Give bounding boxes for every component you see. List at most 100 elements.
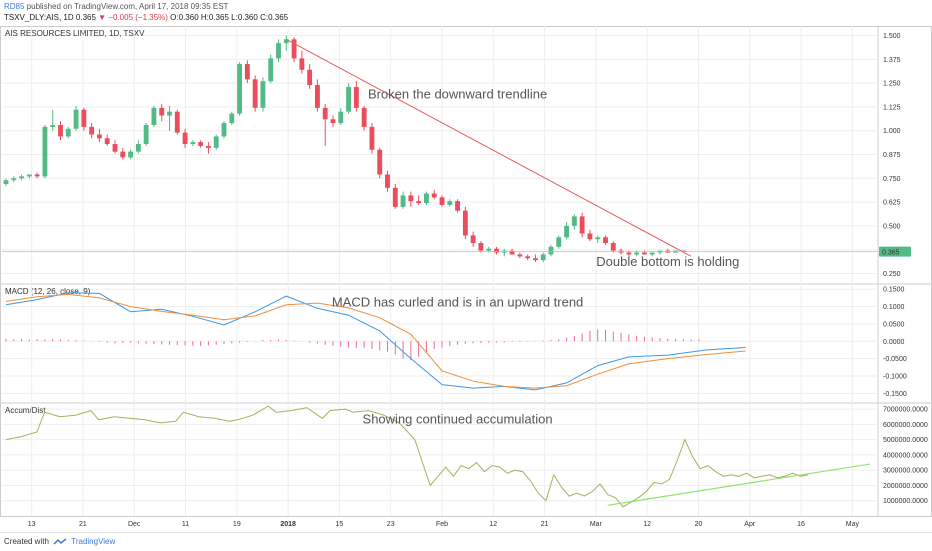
candle-body <box>268 58 274 82</box>
tradingview-link[interactable]: TradingView <box>71 537 116 546</box>
y-tick-label: 5000000.0000 <box>883 437 928 444</box>
x-tick-label: 15 <box>336 521 344 528</box>
y-tick-label: 1.250 <box>883 81 901 88</box>
candle-body <box>642 252 647 255</box>
candle-body <box>649 252 655 255</box>
y-tick-label: 0.0500 <box>883 321 905 328</box>
symbol-ohlc-line: TSXV_DLY:AIS, 1D 0.365 ▼ −0.005 (−1.35%)… <box>4 13 288 22</box>
accumulation-trendline <box>607 463 871 506</box>
candle-body <box>307 69 313 86</box>
candle-body <box>353 86 359 108</box>
candle-body <box>369 126 375 150</box>
chart-header: RD85 published on TradingView.com, April… <box>0 0 932 26</box>
candle-body <box>283 39 289 44</box>
author-link[interactable]: RD85 <box>4 2 25 11</box>
high-value: H:0.365 <box>200 13 229 22</box>
y-tick-label: 4000000.0000 <box>883 452 928 459</box>
x-tick-label: 21 <box>79 521 87 528</box>
macd-macd-line <box>5 292 746 391</box>
candle-body <box>330 119 336 124</box>
y-tick-label: 1000000.0000 <box>883 498 928 505</box>
x-tick-label: 20 <box>695 521 703 528</box>
candle-body <box>439 197 445 205</box>
candle-body <box>104 138 110 145</box>
candle-body <box>548 246 554 255</box>
candle-body <box>564 225 569 238</box>
x-tick-label: 11 <box>182 521 189 528</box>
candle-body <box>143 124 149 145</box>
pane-title: Accum/Dist <box>5 406 46 415</box>
candle-body <box>58 124 63 137</box>
open-value: O:0.360 <box>170 13 199 22</box>
candle-body <box>494 248 499 253</box>
y-tick-label: -0.1500 <box>883 391 907 398</box>
candle-body <box>159 107 165 116</box>
candle-body <box>346 86 351 112</box>
candle-body <box>509 250 515 255</box>
x-tick-label: 13 <box>28 521 36 528</box>
candle-body <box>525 256 531 259</box>
candle-body <box>190 142 196 145</box>
candle-body <box>112 144 118 152</box>
candle-body <box>431 193 437 198</box>
publish-text: published on TradingView.com, April 17, … <box>24 2 229 11</box>
candle-body <box>34 174 40 177</box>
candle-body <box>89 126 95 135</box>
candle-body <box>3 180 9 185</box>
candle-body <box>603 237 608 244</box>
y-tick-label: 7000000.0000 <box>883 407 928 414</box>
candle-body <box>610 243 616 251</box>
candle-body <box>65 128 71 137</box>
x-tick-label: 2018 <box>280 521 296 528</box>
x-tick-label: 23 <box>387 521 395 528</box>
last-price-tag <box>879 246 911 257</box>
low-value: L:0.360 <box>231 13 258 22</box>
annotation-text: MACD has curled and is in an upward tren… <box>332 295 583 310</box>
y-tick-label: 1.125 <box>883 104 901 111</box>
candle-body <box>579 216 585 234</box>
y-tick-label: 3000000.0000 <box>883 468 928 475</box>
price-change: −0.005 (−1.35%) <box>108 13 168 22</box>
candle-body <box>424 193 429 204</box>
down-arrow-icon: ▼ <box>98 13 107 22</box>
y-tick-label: 0.625 <box>883 200 901 207</box>
candle-body <box>244 64 250 80</box>
candle-body <box>408 195 414 202</box>
y-tick-label: 1.000 <box>883 128 901 135</box>
candle-body <box>135 144 141 152</box>
candle-body <box>595 237 601 240</box>
last-price-tag-label: 0.365 <box>882 250 900 257</box>
symbol-label: TSXV_DLY:AIS, 1D <box>4 13 74 22</box>
pane-title: MACD (12, 26, close, 9) <box>5 287 91 296</box>
x-tick-label: Dec <box>128 521 141 528</box>
candle-body <box>587 233 593 240</box>
y-tick-label: 1.500 <box>883 33 901 40</box>
close-value: C:0.365 <box>260 13 289 22</box>
candle-body <box>11 178 17 181</box>
x-tick-label: 16 <box>797 521 805 528</box>
candle-body <box>556 237 562 247</box>
accum-dist-line <box>5 405 809 508</box>
candle-body <box>447 201 453 205</box>
publish-info: RD85 published on TradingView.com, April… <box>4 2 228 11</box>
candle-body <box>338 111 344 124</box>
candle-body <box>478 243 484 251</box>
candle-body <box>128 151 133 158</box>
candle-body <box>680 250 686 252</box>
y-tick-label: 0.1500 <box>883 287 905 294</box>
y-tick-label: 0.250 <box>883 271 901 278</box>
candle-body <box>174 111 180 133</box>
y-tick-label: 0.750 <box>883 176 901 183</box>
annotation-text: Showing continued accumulation <box>363 412 553 427</box>
candle-body <box>229 113 235 124</box>
candle-body <box>151 107 157 125</box>
x-tick-label: 19 <box>233 521 241 528</box>
y-tick-label: -0.1000 <box>883 373 907 380</box>
downward-trendline <box>286 38 692 257</box>
candle-body <box>167 111 172 116</box>
chart-canvas[interactable]: 1.500 1.375 1.250 1.125 1.000 0.875 0.750 0.625… <box>0 0 932 532</box>
candle-body <box>626 252 632 255</box>
annotation-text: Double bottom is holding <box>596 254 739 269</box>
candle-body <box>455 201 460 211</box>
x-tick-label: 12 <box>643 521 651 528</box>
